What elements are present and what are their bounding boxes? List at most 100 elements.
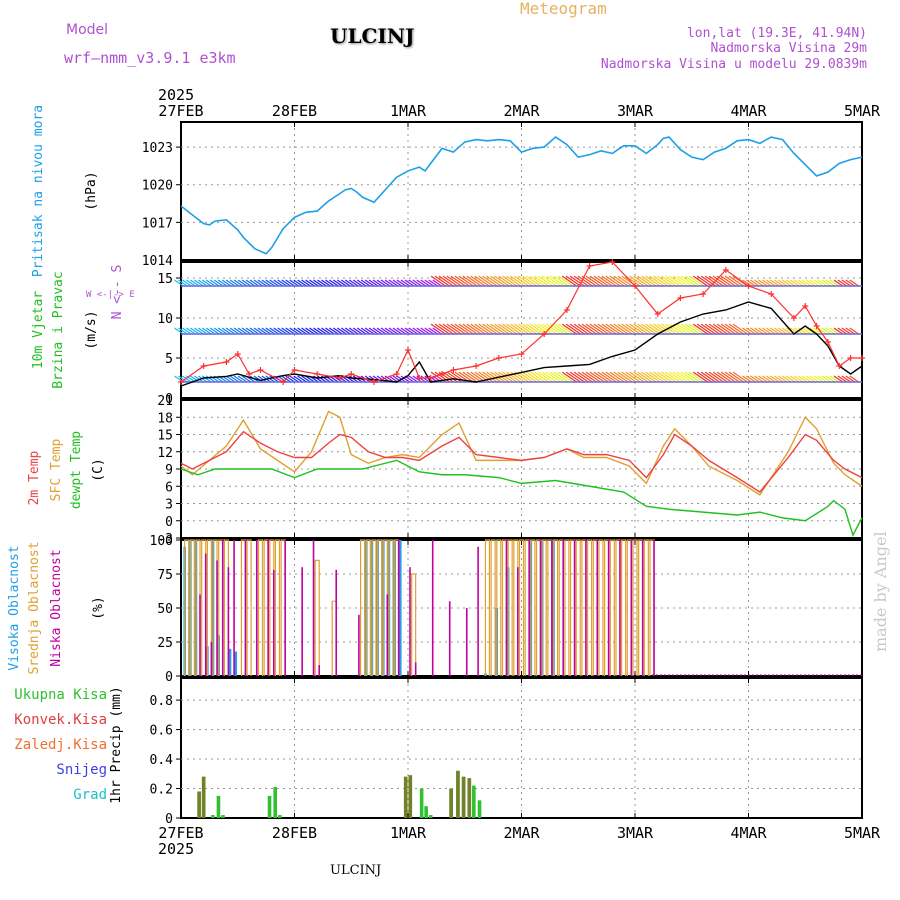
wind-barb [325,279,335,287]
wind-barb [809,375,820,383]
mid-cloud-bar [257,539,264,676]
wind-speed-line [180,301,863,387]
y-tick-label: 75 [157,568,173,583]
wind-barb [673,275,689,287]
wind-barb [789,375,800,383]
wind-barb [478,275,494,287]
wind-unit: (m/s) [84,310,99,349]
wind-barb [609,275,625,287]
wind-barb [486,275,502,287]
sfc-temp-line [180,410,863,496]
wind-barb [653,275,669,287]
wind-barb [732,371,748,383]
total-precip-bar [273,787,278,818]
wind-barb [625,275,641,287]
wind-barb [498,371,514,383]
wind-barb [534,323,550,335]
wind-barb [601,275,617,287]
wind-barb [781,375,792,383]
gust-marker [314,371,321,377]
wind-barb [446,323,462,335]
wind-barb [653,371,669,383]
wind-barb [450,323,466,335]
wind-barb [553,371,569,383]
wind-barb [428,279,438,287]
wind-barb [573,371,589,383]
wind-barb [506,275,522,287]
wind-barb [809,327,820,335]
wind-barb [442,371,458,383]
wind-barb [458,275,474,287]
wind-barb [692,275,708,287]
wind-barb [190,279,200,287]
wind-barb [392,375,403,383]
wind-barb [490,323,506,335]
wind-barb [692,371,708,383]
wind-barb [770,279,780,287]
wind-barb [190,375,200,383]
mid-cloud-bar [564,539,570,676]
wind-barb [178,375,188,383]
wind-barb [665,323,681,335]
wind-barb [677,371,693,383]
gust-marker [393,371,400,377]
wind-barb [340,327,351,335]
mid-cloud-bar [575,539,581,676]
mid-cloud-bar [518,539,525,676]
wind-barb [645,371,661,383]
wind-barb [348,279,359,287]
wind-barb [293,327,303,335]
wind-barb [589,371,605,383]
gust-marker [768,291,775,297]
compass-we: W <-|-> E [86,290,135,300]
dewpt-title: dewpt Temp [69,431,84,509]
mid-cloud-bar [484,539,491,676]
wind-barb [813,375,824,383]
conv-precip-bar [197,791,201,818]
wind-barb [317,279,327,287]
wind-barb [589,275,605,287]
wind-barb [657,371,673,383]
gust-marker [223,359,230,365]
precip-legend-item: Zaledj.Kisa [14,737,107,753]
wind-barb [197,327,208,335]
y-tick-label: 15 [157,429,173,444]
model-name: wrf–nmm_v3.9.1 e3km [64,49,236,67]
wind-barb [522,275,538,287]
wind-barb [432,327,442,335]
wind-barb [617,371,633,383]
wind-barb [257,327,268,335]
wind-barb [321,327,331,335]
wind-barb [209,279,220,287]
wind-barb [716,323,732,335]
wind-barb [424,279,434,287]
mid-cloud-bar [490,539,496,676]
wind-barb [837,375,848,383]
wind-barb [637,275,653,287]
gust-marker [677,295,684,301]
wind-barb [333,279,343,287]
wind-barb [754,327,764,335]
mid-cloud-bar [246,539,252,676]
wind-barb [805,327,816,335]
wind-barb [716,371,732,383]
wind-barb [201,327,212,335]
wind-barb [770,375,780,383]
wind-barb [470,323,486,335]
wind-barb [696,371,712,383]
wind-barb [813,279,824,287]
wind-barb [708,275,724,287]
wind-barb [841,327,851,335]
wind-barb [432,279,442,287]
wind-barb [530,371,546,383]
wind-barb [237,327,248,335]
x-axis-label-bottom: 5MAR [844,824,881,842]
wind-barb [750,375,760,383]
wind-barb [825,327,836,335]
wind-barb [329,279,339,287]
wind-barb [613,371,629,383]
y-tick-label: 0.4 [150,753,174,768]
y-tick-label: 0 [165,392,173,407]
wind-barb [649,371,665,383]
wind-barb [661,371,677,383]
